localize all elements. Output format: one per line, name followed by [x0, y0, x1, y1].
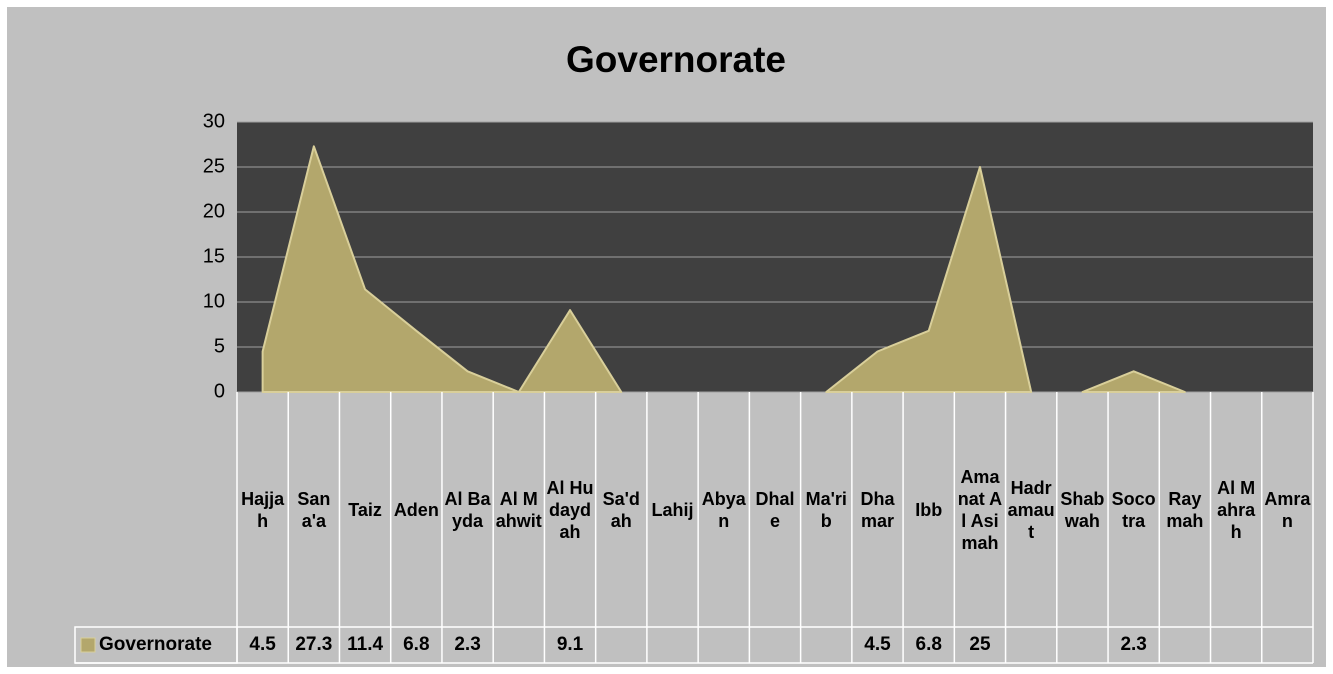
value-label: 25 [969, 634, 991, 655]
x-category-cell: Lahij [651, 499, 694, 520]
x-category-cell: Al Mahwit [495, 488, 542, 531]
x-tick-label: Al Bayda [444, 488, 491, 531]
x-category-cell: Ibb [915, 499, 943, 520]
y-tick-label: 5 [214, 335, 225, 357]
x-category-cell: Al Bayda [444, 488, 491, 531]
x-tick-label: Amran [1264, 488, 1311, 531]
x-tick-label: Dhamar [860, 488, 895, 531]
value-label: 4.5 [864, 634, 891, 655]
value-label: 2.3 [1120, 634, 1146, 655]
x-category-cell: Raymah [1166, 488, 1204, 531]
y-tick-label: 0 [214, 380, 225, 402]
x-tick-label: Ibb [915, 499, 943, 520]
y-tick-label: 25 [203, 155, 225, 177]
x-category-cell: Al Hudaydah [546, 477, 594, 542]
x-category-cell: Abyan [701, 488, 746, 531]
x-tick-label: Al Mahrah [1217, 477, 1256, 542]
value-label: 11.4 [347, 634, 383, 655]
x-tick-label: Al Hudaydah [546, 477, 594, 542]
x-tick-label: Hadramaut [1007, 477, 1055, 542]
x-tick-label: Socotra [1111, 488, 1156, 531]
value-label: 27.3 [295, 634, 332, 655]
x-tick-label: Sana'a [297, 488, 331, 531]
x-tick-label: Raymah [1166, 488, 1204, 531]
x-category-cell: Amran [1264, 488, 1311, 531]
x-category-cell: Hadramaut [1007, 477, 1055, 542]
x-tick-label: Amanat Al Asimah [957, 466, 1003, 553]
x-category-cell: Hajjah [241, 488, 285, 531]
area [1081, 370, 1186, 393]
x-category-cell: Socotra [1111, 488, 1156, 531]
x-category-cell: Dhamar [860, 488, 895, 531]
x-tick-label: Abyan [701, 488, 746, 531]
x-category-cell: Sana'a [297, 488, 331, 531]
x-tick-label: Dhale [755, 488, 795, 531]
value-label: 6.8 [916, 634, 942, 655]
value-label: 4.5 [249, 634, 276, 655]
x-category-cell: Al Mahrah [1217, 477, 1256, 542]
area [261, 145, 520, 393]
x-category-cell: Amanat Al Asimah [957, 466, 1003, 553]
y-tick-label: 15 [203, 245, 225, 267]
x-category-cell: Sa'dah [602, 488, 640, 531]
x-tick-label: Lahij [651, 499, 694, 520]
x-tick-label: Shabwah [1060, 488, 1105, 531]
x-tick-label: Sa'dah [602, 488, 640, 531]
x-tick-label: Aden [393, 499, 439, 520]
x-category-cell: Dhale [755, 488, 795, 531]
y-tick-label: 30 [203, 110, 225, 132]
x-tick-label: Taiz [348, 499, 382, 520]
value-label: 9.1 [557, 634, 584, 655]
x-tick-label: Hajjah [241, 488, 285, 531]
x-category-cell: Ma'rib [805, 488, 847, 531]
chart-title: Governorate [566, 39, 786, 80]
value-label: 6.8 [403, 634, 429, 655]
x-tick-label: Al Mahwit [495, 488, 542, 531]
x-tick-label: Ma'rib [805, 488, 847, 531]
area [517, 309, 623, 393]
area [825, 166, 1033, 393]
y-tick-label: 10 [203, 290, 225, 312]
y-tick-label: 20 [203, 200, 225, 222]
x-category-cell: Shabwah [1060, 488, 1105, 531]
x-category-cell: Aden [393, 499, 439, 520]
legend-key [80, 637, 96, 653]
x-category-cell: Taiz [348, 499, 382, 520]
legend-label: Governorate [99, 634, 212, 655]
value-label: 2.3 [454, 634, 480, 655]
